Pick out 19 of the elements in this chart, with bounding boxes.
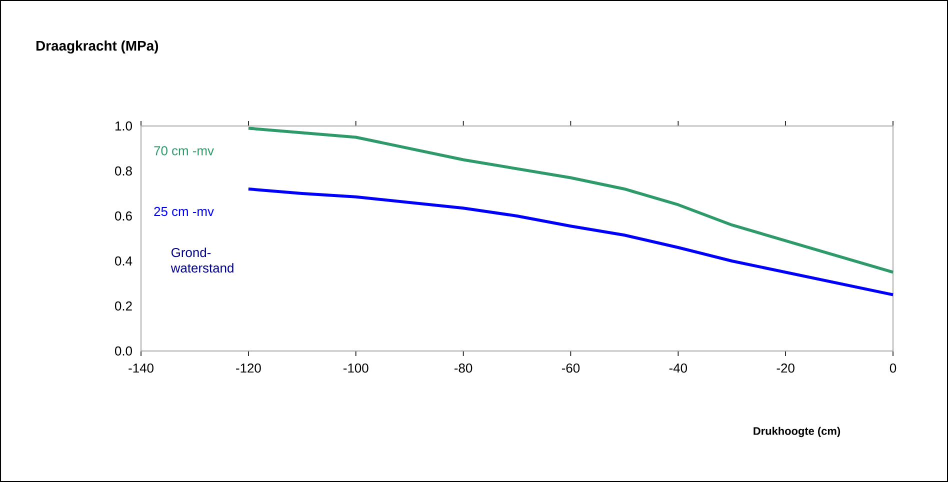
- x-tick-label: 0: [890, 364, 896, 373]
- x-tick-label: -20: [776, 364, 794, 373]
- y-tick-label: 0.2: [114, 301, 132, 311]
- legend-title: Grond-waterstand: [170, 248, 234, 273]
- x-axis-title: Drukhoogte (cm): [754, 426, 840, 438]
- text: 70 cm -mv: [154, 146, 214, 156]
- x-tick-label: -60: [562, 364, 580, 373]
- x-tick-label: -140: [128, 364, 154, 373]
- chart-title: Draagkracht (MPa): [36, 40, 158, 54]
- x-tick-label: -120: [236, 364, 261, 373]
- x-tick-label: -80: [454, 364, 472, 373]
- y-tick-label: 0.8: [114, 166, 132, 176]
- y-tick-label: 0.6: [114, 211, 132, 221]
- x-tick-label: -100: [343, 364, 368, 373]
- y-tick-label: 0.0: [114, 346, 132, 356]
- x-tick-label: -40: [669, 364, 688, 373]
- text: 25 cm -mv: [154, 206, 214, 216]
- y-tick-label: 0.4: [114, 256, 132, 266]
- y-tick-label: 1.0: [115, 121, 132, 131]
